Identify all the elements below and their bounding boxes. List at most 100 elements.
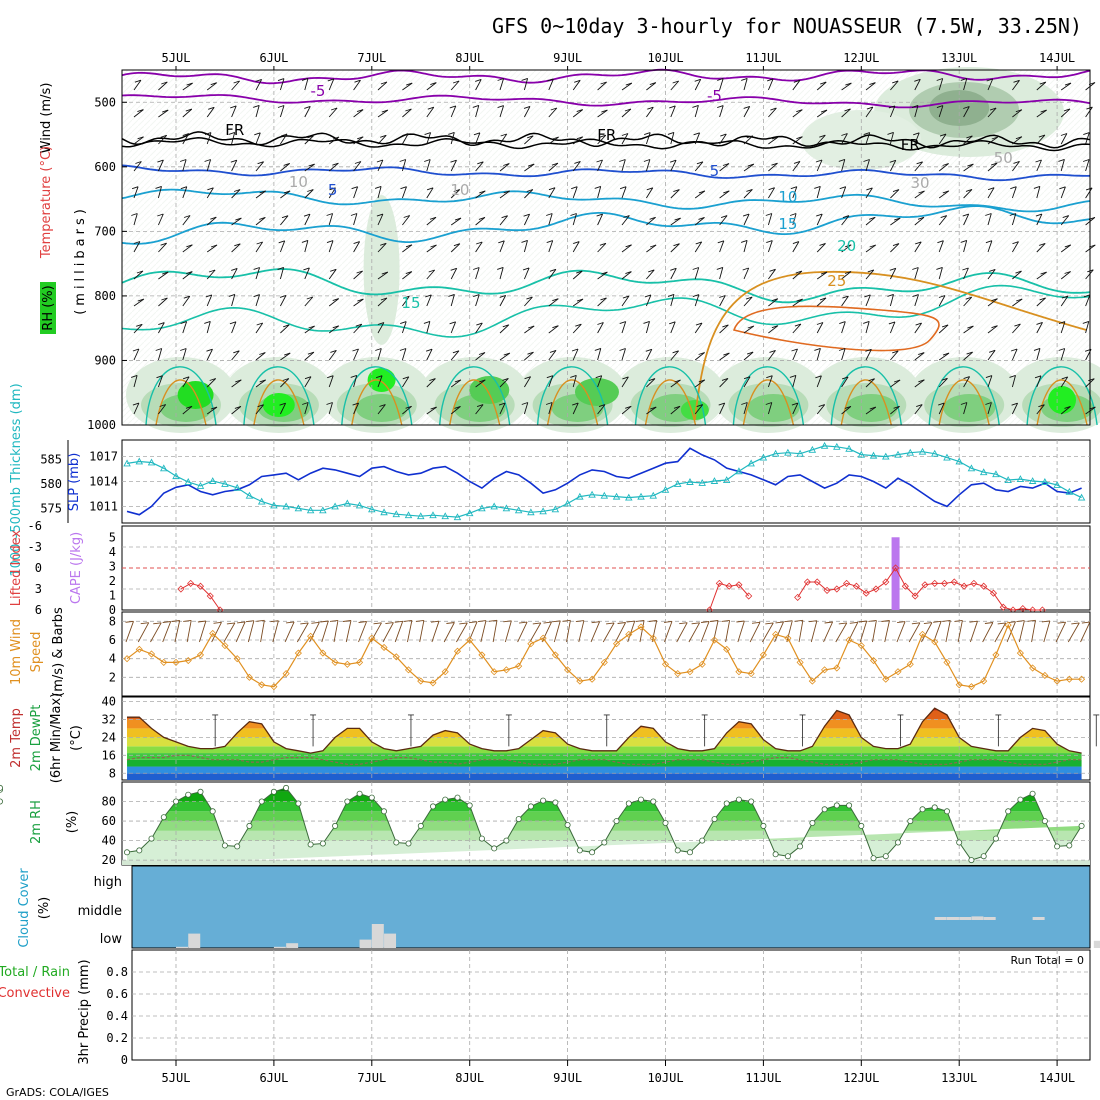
wind-barb-flag [210, 406, 218, 410]
wind-barb-flag [912, 294, 919, 298]
wind-barb-10m-flag [519, 621, 528, 624]
wind-barb-flag [1009, 213, 1016, 216]
wind-barb [255, 132, 261, 145]
li-tick-label: 6 [35, 603, 42, 617]
wind-barb-10m [908, 622, 921, 643]
wind-barb [157, 159, 164, 172]
wind-barb-flag [766, 240, 773, 244]
wind-barb-10m-flag [459, 622, 468, 625]
wind-barb-flag [283, 162, 290, 166]
wind-barb [719, 163, 730, 172]
li-marker [999, 603, 1007, 611]
wind-barb-flag [646, 187, 653, 191]
wind-barb [548, 375, 554, 388]
wind-barb-10m [847, 622, 859, 643]
wind-barb-flag [1016, 298, 1023, 302]
wind-barb-flag [647, 106, 654, 110]
wind-barb [1012, 241, 1019, 253]
wind-barb [645, 132, 651, 145]
wind-barb-flag [406, 82, 413, 86]
wind-barb-flag [332, 298, 339, 302]
wind-barb-10m-flag [256, 619, 265, 622]
wind-barb-flag [259, 216, 266, 220]
wind-barb-flag [545, 402, 553, 405]
li-marker [940, 579, 949, 587]
wind-barb-flag [546, 240, 553, 244]
wind-barb-flag [521, 239, 528, 243]
wind-barb [889, 132, 894, 145]
contour-label: 50 [994, 149, 1013, 167]
rh-marker [319, 840, 326, 847]
wind-barb [646, 269, 655, 280]
wind-barb [719, 133, 727, 145]
wind-barb-flag [228, 293, 235, 297]
wind-barb-flag [479, 379, 486, 383]
wind-barb-flag [1064, 405, 1071, 409]
date-label-bottom: 8JUL [455, 1071, 484, 1085]
cape-series [177, 537, 1046, 614]
rh-panel-unit: (%) [65, 811, 80, 834]
wind-barb [353, 348, 359, 361]
wind-barb [182, 133, 190, 145]
cloud-bar-low [176, 946, 188, 948]
thickness-marker [918, 447, 927, 455]
wind-barb-flag [717, 78, 724, 81]
li-line [180, 582, 221, 611]
thickness-marker [221, 480, 229, 487]
wind-barb-flag [649, 244, 657, 248]
wind-barb [475, 404, 484, 415]
wind-barb [987, 298, 998, 307]
wind-barb-flag [1086, 106, 1093, 110]
rh-marker [650, 798, 657, 805]
thickness-marker [404, 511, 413, 519]
rh-marker [307, 841, 314, 848]
wind-barb-flag [355, 323, 362, 327]
rh-marker [625, 800, 632, 807]
wind-barb [133, 79, 142, 91]
wind-barb [572, 161, 581, 172]
wind-barb-flag [283, 324, 290, 328]
wind-barb-flag [576, 270, 583, 274]
wind-barb [914, 294, 919, 307]
cloud-bar-middle [1032, 917, 1045, 920]
rh-marker [234, 843, 241, 850]
wind-barb [768, 325, 779, 334]
wind-barb [743, 106, 751, 118]
contour-label: 5 [710, 162, 720, 180]
wind-barb [987, 325, 998, 334]
wind-barb [572, 298, 584, 307]
wind-barb [426, 269, 436, 280]
wind-barb-flag [601, 109, 608, 113]
wind-barb [499, 190, 510, 199]
date-label-bottom: 9JUL [553, 1071, 582, 1085]
wind-marker [588, 675, 596, 683]
wind-barb-flag [842, 295, 849, 299]
wind-barb-flag [789, 213, 797, 216]
thickness-marker [625, 493, 633, 501]
thickness-marker [319, 506, 327, 514]
wind-barb-flag [820, 109, 828, 113]
wind-barb [865, 159, 870, 172]
wind-barb [597, 213, 604, 226]
temp-band [127, 766, 1082, 774]
cloud-bar-middle [959, 917, 972, 920]
wind-barb [548, 162, 559, 172]
wind-barb-flag [356, 270, 363, 274]
wind-barb [1011, 403, 1019, 415]
wind-barb [597, 81, 607, 91]
wind-barb-flag [501, 215, 508, 219]
wind-barb-flag [622, 295, 630, 299]
wind-barb [816, 271, 828, 280]
wind-barb-flag [1083, 294, 1091, 298]
precip-tick-label: 0.4 [106, 1009, 128, 1023]
wind-barb-10m-flag [636, 619, 645, 622]
wind-barb [694, 190, 706, 199]
wind-barb-flag [963, 376, 970, 380]
wind-barb [450, 243, 461, 253]
wind-barb [377, 159, 384, 172]
wind-barb-10m-flag [446, 622, 455, 624]
wind-barb [206, 82, 217, 91]
wind-barb [133, 161, 142, 172]
